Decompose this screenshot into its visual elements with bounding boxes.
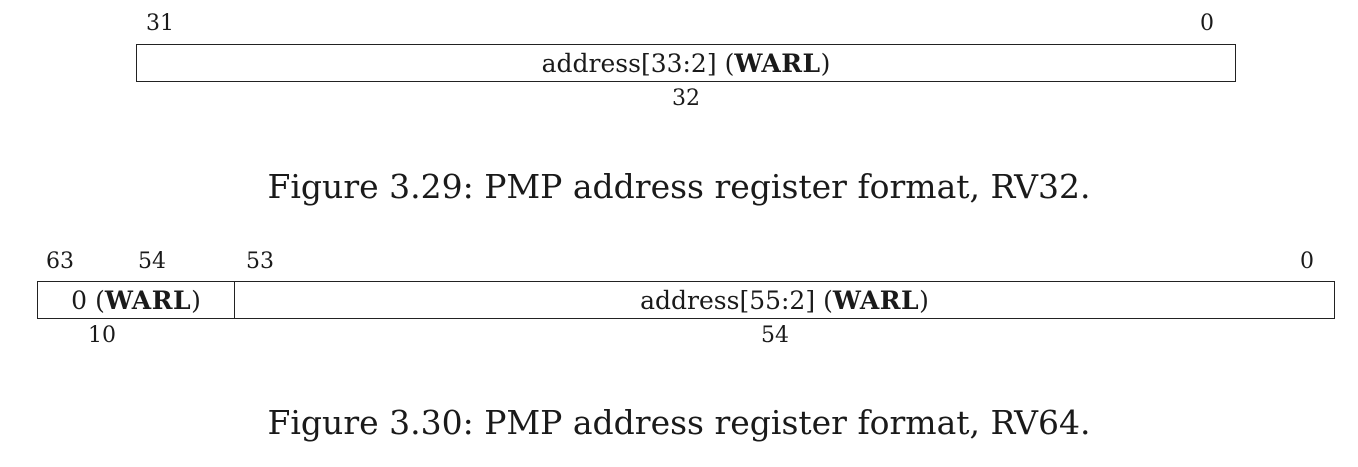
field-name: address[33:2] bbox=[541, 48, 717, 78]
field-attribute: WARL bbox=[104, 285, 192, 315]
field-width: 32 bbox=[672, 86, 700, 111]
bit-number-hi: 31 bbox=[146, 11, 174, 36]
register-field-address: address[55:2] (WARL) bbox=[235, 281, 1335, 319]
bit-number-lo: 54 bbox=[138, 249, 166, 274]
figure-caption: Figure 3.30: PMP address register format… bbox=[267, 403, 1091, 442]
field-width: 54 bbox=[761, 323, 789, 348]
field-attribute: WARL bbox=[832, 285, 920, 315]
figure-caption: Figure 3.29: PMP address register format… bbox=[267, 167, 1091, 206]
field-name: 0 bbox=[71, 285, 88, 315]
field-width: 10 bbox=[88, 323, 116, 348]
bit-number-hi: 53 bbox=[246, 249, 274, 274]
field-attribute: WARL bbox=[734, 48, 821, 78]
bit-number-hi: 63 bbox=[46, 249, 74, 274]
register-field-address: address[33:2] (WARL) bbox=[136, 44, 1236, 82]
bit-number-lo: 0 bbox=[1200, 11, 1214, 36]
bit-number-lo: 0 bbox=[1300, 249, 1314, 274]
register-field-reserved: 0 (WARL) bbox=[37, 281, 235, 319]
field-name: address[55:2] bbox=[640, 285, 816, 315]
